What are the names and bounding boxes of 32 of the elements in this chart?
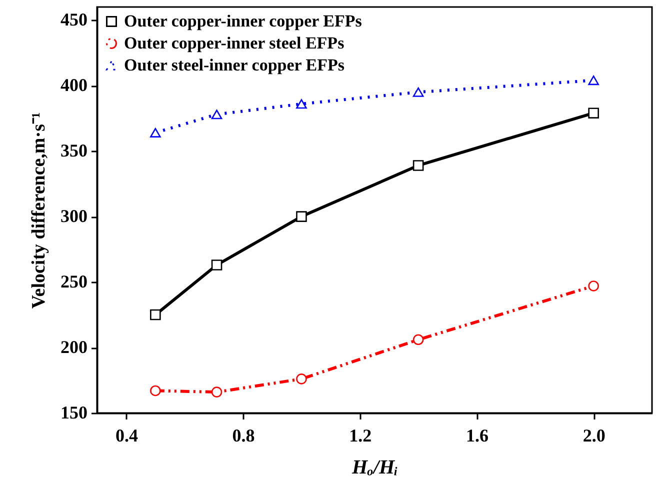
point — [588, 108, 599, 118]
x-axis-title: Hₒ/Hᵢ — [351, 456, 398, 478]
x-tick-label: 0.8 — [232, 426, 255, 446]
point — [150, 309, 161, 320]
x-tick-label: 1.6 — [466, 426, 488, 446]
point — [296, 374, 307, 384]
point — [588, 76, 599, 86]
y-tick-label: 400 — [60, 75, 88, 96]
point — [412, 87, 424, 97]
legend-label: Outer copper-inner copper EFPs — [124, 12, 362, 30]
point — [211, 110, 222, 120]
point — [150, 128, 161, 138]
x-tick-label: 0.4 — [115, 426, 138, 446]
y-tick-label: 300 — [60, 206, 88, 226]
y-tick-label: 250 — [60, 272, 88, 292]
point — [211, 386, 222, 398]
point — [150, 385, 161, 396]
y-tick-label: 200 — [60, 337, 88, 358]
legend-label: Outer steel-inner copper EFPs — [124, 56, 345, 74]
y-tick-label: 450 — [60, 10, 88, 30]
legend-label: Outer copper-inner steel EFPs — [124, 34, 345, 52]
point — [211, 260, 222, 270]
point — [412, 160, 424, 171]
point — [588, 280, 599, 292]
point — [412, 334, 424, 346]
y-axis-title: Velocity difference,m·s⁻¹ — [28, 112, 50, 309]
x-tick-label: 2.0 — [582, 426, 606, 446]
y-tick-label: 350 — [60, 140, 88, 161]
x-tick-label: 1.2 — [349, 426, 372, 446]
point — [296, 99, 307, 109]
point — [296, 211, 307, 222]
y-tick-label: 150 — [60, 402, 88, 422]
